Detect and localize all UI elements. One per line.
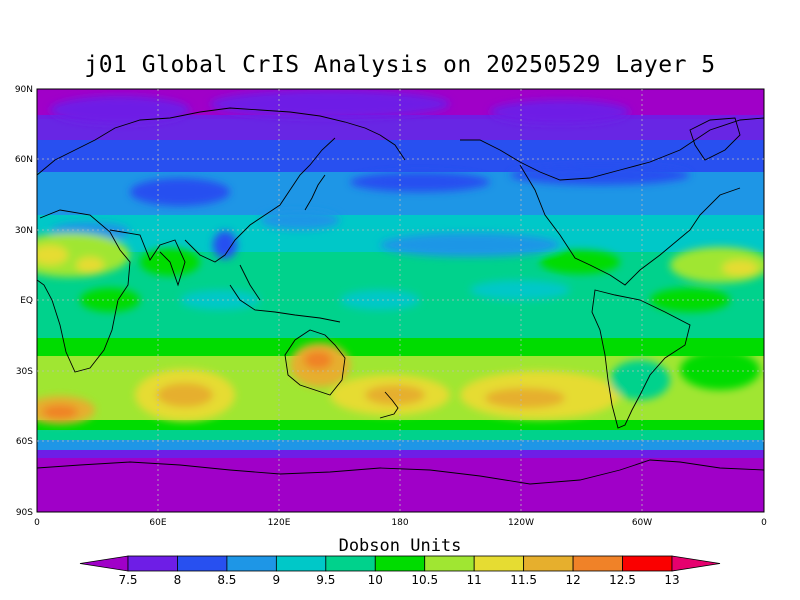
lat-label: 30N xyxy=(15,226,33,236)
band-south-65 xyxy=(37,450,764,460)
lon-label: 180 xyxy=(391,518,408,528)
colorbar-swatch xyxy=(572,555,623,572)
lat-label: EQ xyxy=(20,296,33,306)
lon-labels: 0 60E 120E 180 120W 60W 0 xyxy=(34,518,767,528)
colorbar-label: 12.5 xyxy=(609,573,636,587)
colorbar-swatch xyxy=(177,555,228,572)
colorbar-label: 8.5 xyxy=(217,573,236,587)
colorbar-label: 9 xyxy=(273,573,281,587)
colorbar-swatch xyxy=(523,555,574,572)
colorbar-swatch xyxy=(127,555,178,572)
lon-label: 0 xyxy=(761,518,767,528)
colorbar-swatch xyxy=(275,555,327,572)
colorbar-swatch xyxy=(374,555,426,572)
lat-label: 90N xyxy=(15,85,33,95)
colorbar-label: 10 xyxy=(368,573,383,587)
colorbar-swatch xyxy=(226,555,277,572)
colorbar-label: 7.5 xyxy=(118,573,137,587)
lon-label: 120W xyxy=(508,518,534,528)
colorbar-label: 12 xyxy=(565,573,580,587)
band-south-25 xyxy=(37,338,764,360)
colorbar-title: Dobson Units xyxy=(338,536,462,556)
colorbar: 7.5 8 8.5 9 9.5 10 10.5 11 11.5 12 12.5 13 xyxy=(79,555,721,587)
coastlines xyxy=(37,107,764,485)
colorbar-swatch xyxy=(622,555,673,572)
lat-label: 30S xyxy=(16,367,33,377)
band-antarctic xyxy=(37,458,764,512)
lon-label: 60E xyxy=(149,518,166,528)
lat-label: 60S xyxy=(16,437,33,447)
gridlines xyxy=(37,89,764,512)
colorbar-label: 11.5 xyxy=(510,573,537,587)
colorbar-label: 8 xyxy=(174,573,182,587)
plot-frame xyxy=(36,88,765,513)
colorbar-swatch xyxy=(671,555,721,572)
colorbar-label: 11 xyxy=(467,573,482,587)
lon-label: 0 xyxy=(34,518,40,528)
colorbar-swatch xyxy=(424,555,475,572)
colorbar-swatch xyxy=(79,555,129,572)
lat-labels: 90N 60N 30N EQ 30S 60S 90S xyxy=(15,85,33,518)
lat-label: 60N xyxy=(15,155,33,165)
colorbar-label: 13 xyxy=(664,573,679,587)
colorbar-label: 10.5 xyxy=(411,573,438,587)
colorbar-label: 9.5 xyxy=(316,573,335,587)
ozone-field xyxy=(37,89,764,512)
chart-title: j01 Global CrIS Analysis on 20250529 Lay… xyxy=(84,52,716,78)
colorbar-swatch xyxy=(325,555,376,572)
lat-label: 90S xyxy=(16,508,33,518)
lon-label: 60W xyxy=(632,518,652,528)
colorbar-swatch xyxy=(473,555,525,572)
lon-label: 120E xyxy=(268,518,291,528)
